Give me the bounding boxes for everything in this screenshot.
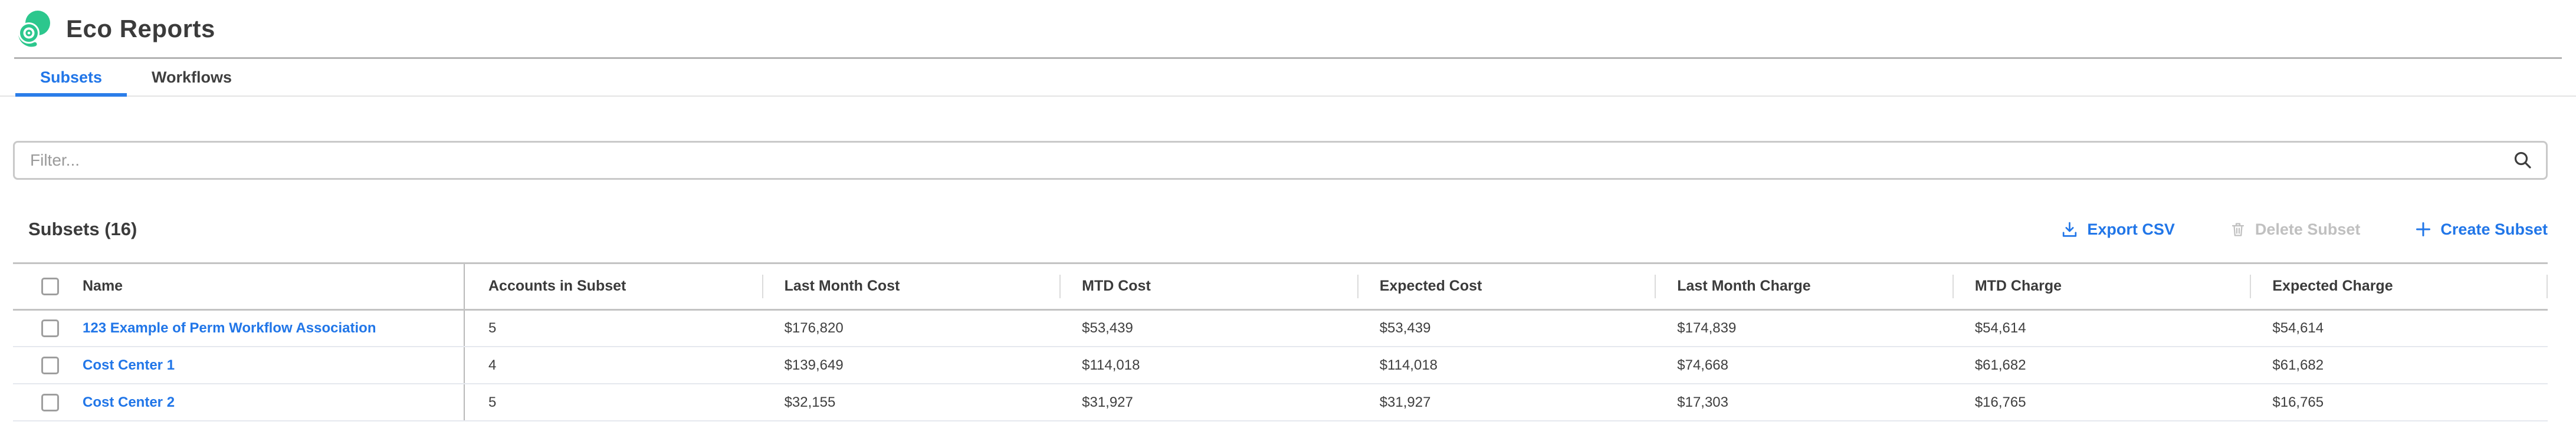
create-subset-label: Create Subset	[2440, 220, 2548, 239]
expected-cost-value: $114,018	[1357, 347, 1655, 384]
column-header-mtd-charge[interactable]: MTD Charge	[1952, 264, 2250, 309]
mtd-cost-value: $53,439	[1059, 309, 1357, 347]
expected-charge-value: $16,765	[2250, 384, 2548, 421]
subsets-section-head: Subsets (16) Export CSV Delete Subset Cr…	[28, 218, 2548, 241]
column-header-mtd-cost[interactable]: MTD Cost	[1059, 264, 1357, 309]
expected-cost-value: $31,927	[1357, 384, 1655, 421]
subsets-count-heading: Subsets (16)	[28, 219, 137, 240]
search-icon	[2512, 150, 2534, 171]
filter-container	[13, 141, 2548, 180]
tab-workflows-label: Workflows	[152, 68, 232, 87]
mtd-charge-value: $61,682	[1952, 347, 2250, 384]
select-all-cell	[13, 264, 70, 309]
column-header-expected-cost[interactable]: Expected Cost	[1357, 264, 1655, 309]
tab-workflows[interactable]: Workflows	[127, 59, 257, 95]
mtd-cost-value: $31,927	[1059, 384, 1357, 421]
expected-cost-value: $53,439	[1357, 309, 1655, 347]
last-month-charge-value: $17,303	[1655, 384, 1952, 421]
tab-subsets-label: Subsets	[40, 68, 102, 87]
app-header: Eco Reports	[0, 0, 2576, 57]
row-checkbox-cell	[13, 347, 70, 384]
subsets-table-container: Name Accounts in Subset Last Month Cost …	[13, 262, 2548, 421]
column-header-last-month-cost[interactable]: Last Month Cost	[762, 264, 1060, 309]
column-header-accounts-in-subset[interactable]: Accounts in Subset	[464, 264, 762, 309]
subset-name-link[interactable]: Cost Center 1	[83, 357, 175, 373]
filter-input[interactable]	[13, 141, 2548, 180]
plus-icon	[2414, 220, 2432, 238]
last-month-cost-value: $32,155	[762, 384, 1060, 421]
last-month-cost-value: $139,649	[762, 347, 1060, 384]
accounts-in-subset-value: 5	[464, 384, 762, 421]
row-checkbox-cell	[13, 309, 70, 347]
trash-icon	[2229, 220, 2247, 238]
select-all-checkbox[interactable]	[41, 278, 59, 295]
subset-actions: Export CSV Delete Subset Create Subset	[2060, 220, 2548, 239]
last-month-charge-value: $74,668	[1655, 347, 1952, 384]
export-csv-label: Export CSV	[2087, 220, 2175, 239]
mtd-charge-value: $16,765	[1952, 384, 2250, 421]
export-csv-button[interactable]: Export CSV	[2060, 220, 2175, 239]
page-title: Eco Reports	[66, 15, 215, 43]
expected-charge-value: $61,682	[2250, 347, 2548, 384]
row-checkbox[interactable]	[41, 319, 59, 337]
table-row: Cost Center 1 4 $139,649 $114,018 $114,0…	[13, 347, 2548, 384]
subset-name-link[interactable]: 123 Example of Perm Workflow Association	[83, 320, 376, 336]
column-header-last-month-charge[interactable]: Last Month Charge	[1655, 264, 1952, 309]
delete-subset-label: Delete Subset	[2255, 220, 2361, 239]
tabs-bar: Subsets Workflows	[0, 59, 2576, 97]
expected-charge-value: $54,614	[2250, 309, 2548, 347]
accounts-in-subset-value: 4	[464, 347, 762, 384]
row-checkbox[interactable]	[41, 394, 59, 411]
mtd-charge-value: $54,614	[1952, 309, 2250, 347]
last-month-cost-value: $176,820	[762, 309, 1060, 347]
row-checkbox[interactable]	[41, 357, 59, 374]
row-checkbox-cell	[13, 384, 70, 421]
table-header-row: Name Accounts in Subset Last Month Cost …	[13, 264, 2548, 309]
table-row: Cost Center 2 5 $32,155 $31,927 $31,927 …	[13, 384, 2548, 421]
subsets-table: Name Accounts in Subset Last Month Cost …	[13, 264, 2548, 421]
create-subset-button[interactable]: Create Subset	[2414, 220, 2548, 239]
column-header-expected-charge[interactable]: Expected Charge	[2250, 264, 2548, 309]
table-row: 123 Example of Perm Workflow Association…	[13, 309, 2548, 347]
mtd-cost-value: $114,018	[1059, 347, 1357, 384]
last-month-charge-value: $174,839	[1655, 309, 1952, 347]
subset-name-link[interactable]: Cost Center 2	[83, 394, 175, 410]
tab-subsets[interactable]: Subsets	[15, 59, 127, 95]
delete-subset-button[interactable]: Delete Subset	[2229, 220, 2361, 239]
eco-logo-icon	[14, 10, 52, 48]
accounts-in-subset-value: 5	[464, 309, 762, 347]
download-icon	[2060, 220, 2079, 239]
column-header-name[interactable]: Name	[70, 264, 464, 309]
